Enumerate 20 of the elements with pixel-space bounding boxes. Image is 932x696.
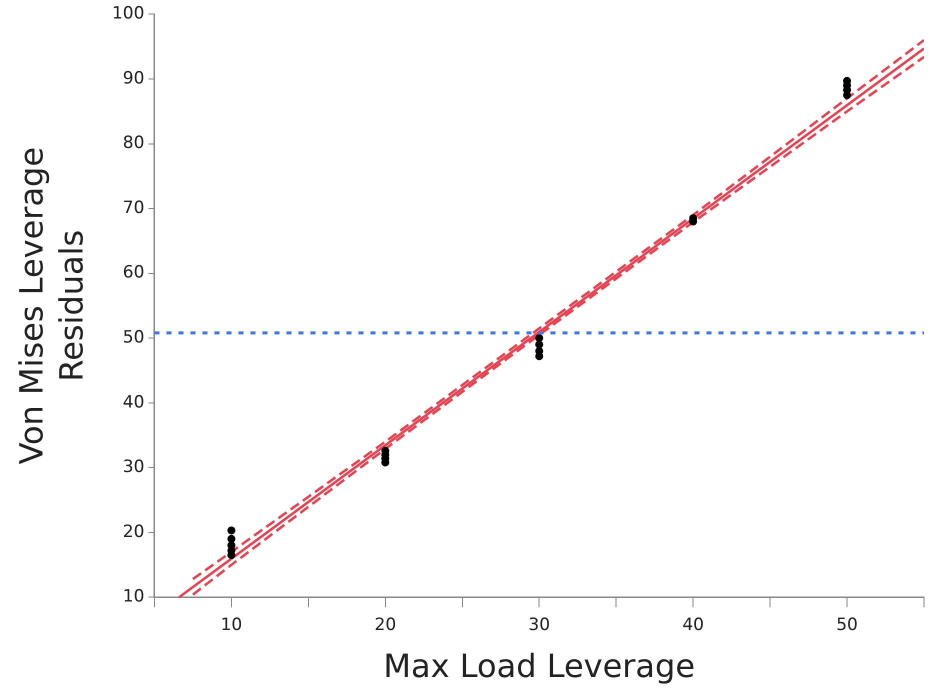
y-tick-label: 90: [122, 68, 144, 88]
point: [227, 534, 236, 543]
y-tick-label: 50: [122, 328, 144, 348]
x-tick-label: 40: [682, 614, 704, 635]
x-axis-title: Max Load Leverage: [383, 647, 696, 686]
y-tick-label: 20: [122, 522, 144, 542]
point: [535, 334, 544, 342]
x-tick-label: 30: [528, 614, 550, 635]
y-tick-label: 60: [122, 262, 144, 283]
x-tick-label: 10: [220, 614, 242, 635]
y-tick-label: 10: [122, 586, 144, 607]
y-axis-title: Von Mises Leverage Residuals: [12, 146, 90, 464]
y-tick-label: 100: [112, 4, 144, 24]
y-tick-label: 40: [122, 392, 144, 412]
y-tick-label: 80: [122, 133, 144, 154]
x-tick-label: 50: [836, 614, 858, 635]
point: [227, 526, 236, 534]
y-tick-label: 30: [122, 457, 144, 478]
x-tick-label: 20: [374, 614, 396, 635]
y-tick-label: 70: [122, 198, 144, 218]
